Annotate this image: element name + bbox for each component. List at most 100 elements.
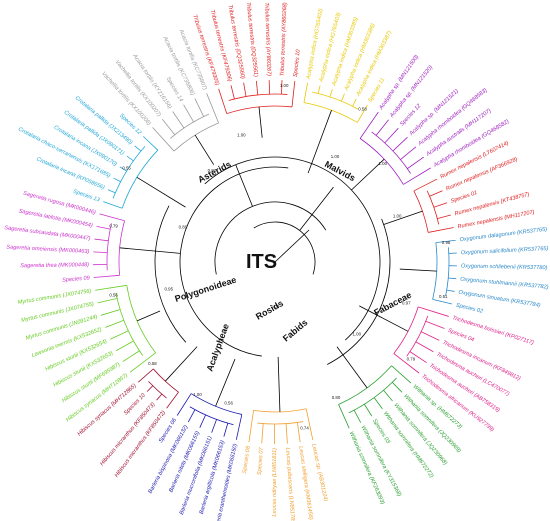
- leaf-branch: [95, 284, 127, 291]
- backbone-branch: [399, 268, 437, 272]
- backbone-branch: [383, 210, 423, 225]
- leaf-branch: [138, 368, 154, 383]
- leaf-branch: [96, 225, 111, 230]
- leaf-label: Species 13: [72, 189, 101, 204]
- leaf-branch: [194, 98, 205, 117]
- leaf-branch: [391, 382, 403, 393]
- backbone-branch: [165, 346, 198, 382]
- leaf-label: Leucas ndiryae (LN851811): [272, 448, 278, 517]
- clade-arc: [126, 285, 156, 354]
- backbone-branch: [299, 186, 334, 231]
- clade-arc: [303, 102, 358, 123]
- tree-branches: [93, 80, 457, 445]
- backbone-arc: [327, 218, 391, 365]
- leaf-label: Barleria nitida (MK066155): [168, 430, 201, 493]
- leaf-branch: [115, 340, 134, 352]
- leaf-branch: [409, 351, 427, 364]
- leaf-branch: [448, 277, 457, 280]
- leaf-branch: [146, 385, 154, 392]
- backbone-arc: [253, 221, 316, 275]
- leaf-branch: [353, 410, 362, 423]
- root-branch: [274, 229, 310, 263]
- leaf-branch: [281, 80, 283, 95]
- leaf-branch: [230, 85, 235, 100]
- leaf-label: Sageretia thea (MK000448): [20, 262, 89, 269]
- support-value: 0.95: [164, 286, 173, 291]
- leaf-branch: [156, 393, 163, 401]
- subclade-arc: [106, 223, 112, 271]
- leaf-label: Trichodesma boissieri (KP027117): [451, 315, 534, 346]
- leaf-branch: [187, 409, 196, 423]
- support-value: 0.89: [179, 224, 188, 229]
- leaf-branch: [172, 111, 185, 129]
- leaf-branch: [384, 127, 399, 144]
- leaf-label: Oxygonum salicifolium (KR537765): [461, 246, 549, 256]
- leaf-branch: [364, 404, 373, 417]
- support-value: 0.87: [208, 168, 217, 173]
- backbone-branch: [136, 176, 186, 208]
- leaf-branch: [297, 422, 301, 443]
- support-value: 0.79: [109, 224, 118, 229]
- support-value: 0.56: [224, 401, 233, 406]
- leaf-label: Withania somnifera (KF263093): [348, 431, 386, 506]
- clade-label-asterids: Asterids: [196, 159, 232, 185]
- leaf-branch: [166, 391, 179, 409]
- subclade-arc: [189, 406, 234, 426]
- support-value: 0.97: [402, 301, 411, 306]
- support-value: 0.58: [148, 361, 157, 366]
- backbone-branch: [194, 134, 215, 165]
- leaf-branch: [429, 190, 443, 197]
- leaf-branch: [338, 404, 350, 429]
- leaf-branch: [393, 353, 420, 374]
- leaf-branch: [425, 320, 445, 329]
- clade-label-rosids: Rosids: [254, 298, 285, 322]
- leaf-branch: [415, 341, 434, 353]
- leaf-label: Species 08: [242, 445, 252, 474]
- leaf-branch: [400, 146, 417, 160]
- leaf-branch: [329, 89, 333, 98]
- leaf-branch: [437, 214, 451, 220]
- backbone-arc: [204, 156, 381, 341]
- leaf-branch: [122, 350, 140, 363]
- backbone-branch: [307, 110, 332, 174]
- support-value: 1.00: [271, 304, 280, 309]
- backbone-branch: [119, 247, 181, 254]
- backbone-branch: [215, 358, 236, 407]
- leaf-branch: [176, 393, 192, 416]
- subclade-arc: [148, 381, 167, 399]
- leaf-branch: [100, 309, 121, 316]
- leaf-branch: [418, 306, 449, 317]
- leaf-label: Leucas pubescens (LN851789): [284, 447, 295, 521]
- support-value: 0.56: [109, 292, 118, 297]
- support-value: 0.74: [300, 425, 309, 430]
- leaf-label: Tribulus terrestris (AY860267): [263, 2, 271, 76]
- leaf-branch: [126, 155, 134, 162]
- support-values: 1.00 0.95 0.89 1.00 0.97 1.00 0.87 1.00 1.00 1.00…: [109, 83, 451, 430]
- leaf-branch: [211, 419, 217, 433]
- clade-arc: [190, 393, 242, 415]
- leaf-branch: [285, 423, 288, 444]
- leaf-label: Leucas stelligera (KM361456): [297, 446, 313, 521]
- leaf-label: Tribulus terrestris (DQ325561): [245, 2, 259, 77]
- clade-label-polygonoideae: Polygonoideae: [174, 275, 238, 304]
- support-value: 0.55: [122, 165, 131, 170]
- tree-title: ITS: [246, 251, 277, 273]
- leaf-branch: [403, 167, 431, 185]
- leaf-branch: [446, 289, 455, 292]
- leaf-branch: [391, 365, 412, 384]
- leaf-branch: [291, 81, 296, 107]
- leaf-branch: [93, 251, 108, 254]
- leaf-branch: [243, 82, 247, 97]
- leaf-branch: [113, 177, 121, 183]
- leaf-branch: [413, 178, 438, 192]
- leaf-branch: [383, 390, 393, 402]
- leaf-branch: [392, 136, 408, 152]
- clade-arc: [173, 122, 219, 152]
- support-value: 0.80: [332, 395, 341, 400]
- subclade-arc: [426, 190, 440, 225]
- leaf-branch: [199, 414, 206, 428]
- leaf-branch: [105, 319, 124, 328]
- clade-arc: [118, 220, 125, 276]
- leaf-label: Oxygonum stuhlmannii (KR537782): [460, 277, 549, 291]
- leaf-branch: [433, 202, 448, 208]
